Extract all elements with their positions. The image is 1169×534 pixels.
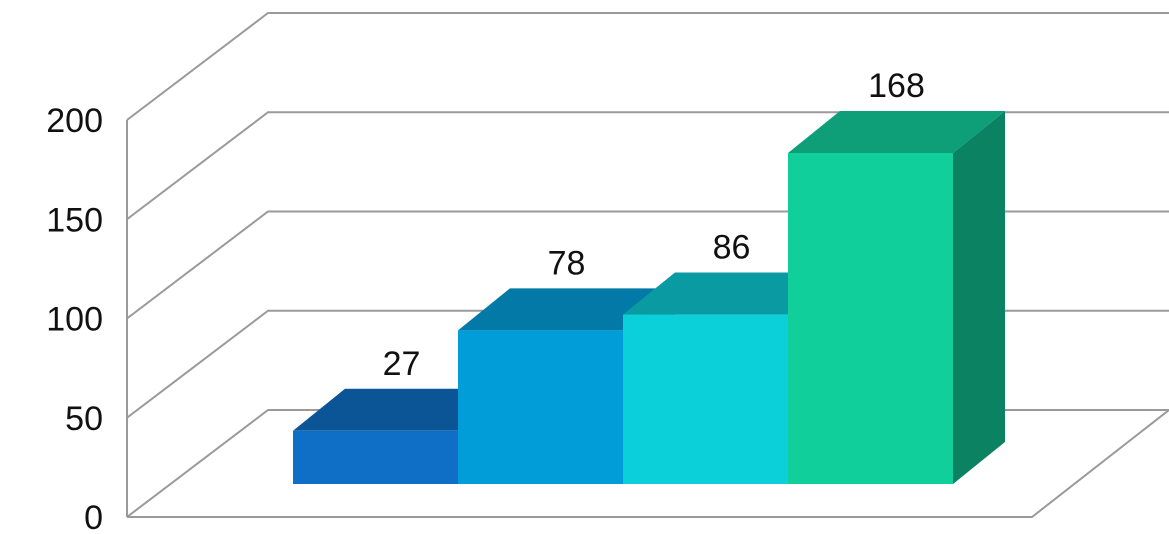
gridline-150 [126,111,1169,221]
y-tick-label-100: 100 [46,301,103,339]
y-axis-tick-labels: 0 50 100 150 200 [46,102,103,534]
data-label-2: 78 [548,244,586,282]
y-tick-label-150: 150 [46,201,103,239]
data-labels: 27 78 86 168 [383,67,925,383]
data-label-3: 86 [713,229,751,267]
bar-top-face [788,111,1005,153]
bars [293,111,1005,484]
floor-edge [127,409,1169,518]
bar-front-face [788,153,953,484]
bar-4 [788,111,1005,484]
bar-front-face [623,314,788,484]
y-tick-label-200: 200 [46,102,103,140]
data-label-4: 168 [868,67,925,105]
bar-top-face [623,272,840,315]
bar-side-face [953,111,1005,484]
bar-front-face [293,430,458,484]
bar-front-face [458,330,623,484]
bar-top-face [293,388,510,431]
gridline-200 [126,12,1169,121]
bar-1 [293,388,510,484]
data-label-1: 27 [383,345,421,383]
y-tick-label-0: 0 [84,499,103,534]
y-tick-label-50: 50 [65,400,103,438]
bar-top-face [458,288,675,331]
